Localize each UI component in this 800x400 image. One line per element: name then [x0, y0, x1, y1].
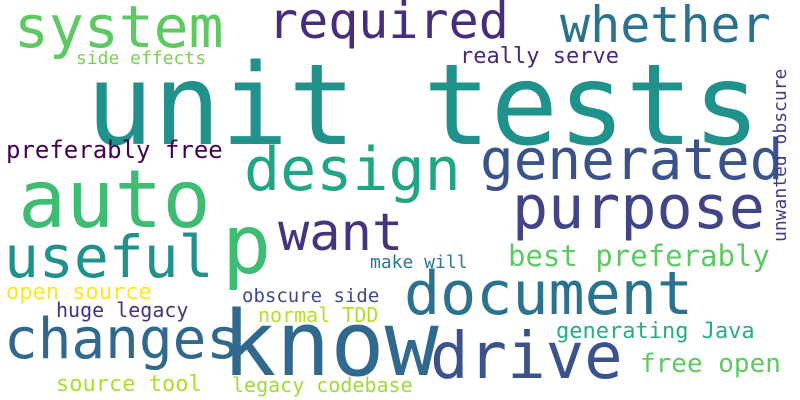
word-generated: generated	[480, 128, 784, 193]
word-whether: whether	[560, 0, 771, 54]
word-unit-tests: unit tests	[86, 41, 761, 171]
word-purpose: purpose	[512, 173, 765, 243]
word-document: document	[404, 259, 693, 329]
word-auto: auto	[18, 153, 211, 246]
word-source-tool: source tool	[56, 372, 202, 397]
word-preferably-free: preferably free	[6, 136, 223, 164]
word-required: required	[268, 0, 509, 50]
word-make-will: make will	[370, 252, 468, 273]
word-really-serve: really serve	[460, 44, 619, 69]
word-p: p	[222, 198, 272, 293]
word-normal-tdd: normal TDD	[258, 303, 379, 327]
word-open-source: open source	[6, 280, 152, 305]
word-legacy-codebase: legacy codebase	[232, 373, 413, 397]
word-changes: changes	[4, 307, 241, 372]
word-design: design	[244, 135, 461, 205]
word-system: system	[14, 0, 224, 61]
word-know: know	[222, 292, 439, 397]
word-free-open: free open	[640, 349, 781, 379]
word-side-effects: side effects	[76, 48, 207, 69]
word-want: want	[278, 203, 404, 263]
word-best-preferably: best preferably	[508, 239, 770, 273]
word-obscure-side: obscure side	[242, 285, 380, 307]
word-useful: useful	[4, 223, 214, 291]
word-huge-legacy: huge legacy	[56, 298, 189, 322]
word-generating-java: generating Java	[556, 319, 755, 344]
word-unwanted-obscure: unwanted obscure	[770, 68, 791, 242]
word-drive: drive	[430, 320, 623, 394]
